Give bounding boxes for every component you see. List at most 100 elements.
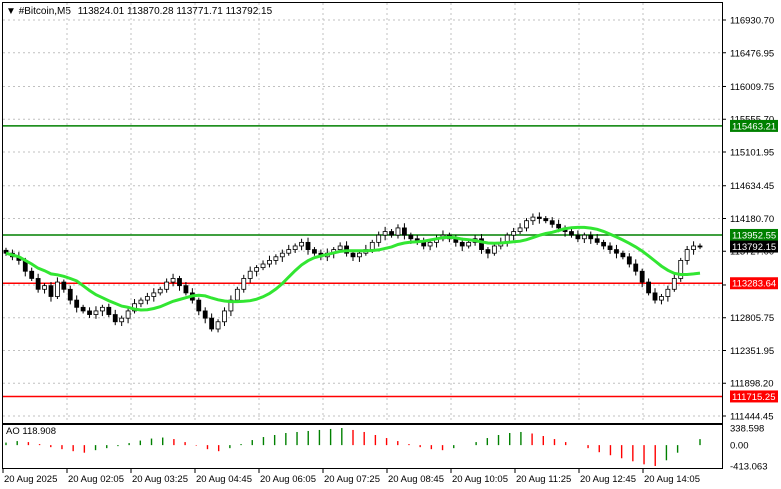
candle-body [395,227,401,236]
oscillator-label: 338.598 [730,424,764,435]
candle-body [614,249,619,254]
candle-body [267,260,272,265]
support-upper-value: 113283.64 [732,279,776,290]
candle-body [144,296,150,301]
time-label: 20 Aug 2025 [4,474,57,485]
candle-body [697,245,703,248]
time-label: 20 Aug 10:05 [452,474,508,485]
candle-body [524,220,529,229]
candle-body [601,241,607,247]
time-label: 20 Aug 14:05 [644,474,700,485]
candle-body [55,281,60,297]
candle-body [569,231,574,236]
oscillator-title: AO 118.908 [6,426,56,437]
candle-body [491,245,497,254]
level-price-tags: 115463.21 113952.55 113283.64 111715.25 1137… [730,119,778,403]
candle-body [659,296,664,301]
svg-text:▼ #Bitcoin,M5 1138: ▼ #Bitcoin,M5 113824.01 113870.28 113771… [6,6,273,17]
candle-body [292,245,298,250]
candle-body [479,238,484,250]
oscillator-plot-area[interactable] [2,424,723,469]
candle-body [684,249,690,261]
candle-body [626,256,632,265]
resistance-upper-value: 115463.21 [732,121,776,132]
candle-body [511,231,517,236]
candle-body [196,299,202,312]
candle-body [305,241,311,250]
candle-body [170,278,176,283]
candle-body [517,227,523,232]
candle-body [607,245,613,250]
price-label: 116476.95 [730,48,774,59]
resistance-lower-value: 113952.55 [732,230,776,241]
price-label: 116930.70 [730,16,774,27]
candle-body [485,249,491,254]
candle-body [427,241,433,247]
level-lines [3,125,722,398]
candle-body [549,220,555,225]
candle-body [337,245,343,250]
main-plot-area[interactable] [2,2,723,424]
candle-body [389,231,394,236]
candle-body [112,314,118,323]
current-price-value: 113792.15 [732,242,776,253]
candle-body [119,317,125,323]
candle-body [581,234,587,240]
candle-body [241,278,247,290]
support-lower-value: 111715.25 [732,392,776,403]
candle-body [42,285,47,290]
symbol-label: #Bitcoin,M5 [19,6,72,17]
price-label: 114634.45 [730,181,774,192]
candle-body [209,317,215,330]
candle-body [556,223,562,229]
price-label: 115101.95 [730,148,774,159]
candle-body [138,299,144,305]
candle-body [202,310,208,319]
price-axis: 116930.70116476.95116009.75115555.701151… [722,16,774,423]
price-label: 116009.75 [730,82,774,93]
current-price-tag [730,240,778,253]
candle-body [3,249,9,254]
chart-header: ▼ #Bitcoin,M5 113824.01 113870.28 113771… [6,6,273,17]
candle-body [402,227,407,236]
candle-body [369,241,375,250]
candle-body [279,252,285,258]
candle-body [177,278,182,287]
candle-body [633,263,639,272]
candle-body [639,270,645,283]
time-axis: 20 Aug 2025 20 Aug 02:05 20 Aug 03:25 20 Au… [2,469,700,485]
time-label: 20 Aug 08:45 [388,474,444,485]
candle-body [260,263,266,269]
time-label: 20 Aug 03:25 [132,474,188,485]
candle-body [99,306,105,312]
candle-body [376,234,382,243]
oscillator-label: 0.00 [730,441,749,452]
candle-body [588,234,594,240]
candle-body [247,270,253,279]
candle-body [67,288,73,301]
candle-body [299,241,304,247]
candle-body [234,288,240,301]
candle-body [671,278,677,290]
candle-body [350,252,356,258]
price-label: 111898.20 [730,379,774,390]
candle-body [357,252,362,258]
oscillator-axis: 338.598 0.00 -413.063 [730,424,768,473]
time-label: 20 Aug 11:25 [516,474,571,485]
price-label: 111444.45 [730,412,774,423]
candle-body [215,321,221,330]
support-lower-tag [730,390,778,403]
support-upper-tag [730,277,778,290]
candle-body [183,285,189,294]
candle-body [691,245,696,250]
candle-body [575,234,581,240]
candle-body [125,310,131,319]
candle-body [87,310,92,315]
time-label: 20 Aug 02:05 [68,474,124,485]
candle-body [80,306,86,312]
candle-body [254,267,260,272]
candle-body [408,234,414,240]
candle-body [48,285,54,297]
ohlc-values: 113824.01 113870.28 113771.71 113792.15 [78,6,273,17]
